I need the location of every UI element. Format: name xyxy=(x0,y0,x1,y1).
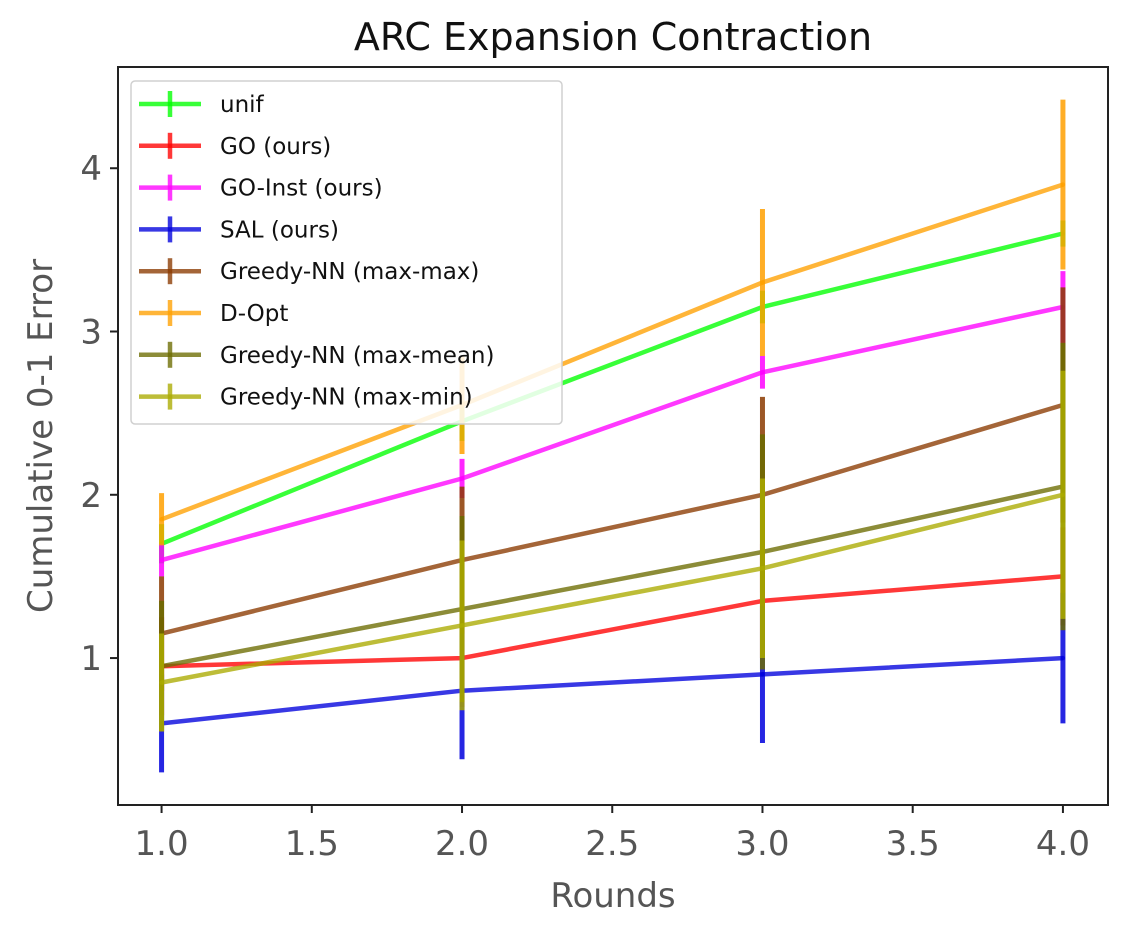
legend: unif GO (ours) GO-Inst (ours) SAL (ours) Gre… xyxy=(130,80,563,425)
legend-label: Greedy-NN (max-max) xyxy=(220,259,479,285)
chart-title: ARC Expansion Contraction xyxy=(354,15,872,59)
x-axis-label: Rounds xyxy=(550,876,675,916)
data-point xyxy=(1060,492,1066,497)
legend-entry: Greedy-NN (max-max) xyxy=(139,258,479,285)
data-point xyxy=(760,672,765,677)
data-point xyxy=(159,517,164,522)
series-line xyxy=(161,304,1064,563)
x-tick-label: 3.0 xyxy=(735,824,789,864)
data-point xyxy=(760,280,765,285)
x-tick-label: 2.5 xyxy=(585,824,639,864)
data-point xyxy=(459,623,465,628)
legend-label: unif xyxy=(220,92,265,118)
series-line xyxy=(160,182,1064,522)
legend-label: Greedy-NN (max-mean) xyxy=(220,343,494,369)
legend-entry: SAL (ours) xyxy=(139,216,339,243)
legend-label: Greedy-NN (max-min) xyxy=(220,385,473,411)
axis-ticks: 1.0 1.5 2.0 2.5 3.0 3.5 4.0 1 2 3 4 xyxy=(80,149,1090,864)
legend-label: D-Opt xyxy=(220,301,288,327)
legend-label: GO (ours) xyxy=(220,134,331,160)
legend-entry: Greedy-NN (max-min) xyxy=(139,383,473,411)
y-tick-label: 3 xyxy=(80,313,102,353)
series-line xyxy=(161,574,1064,669)
legend-label: GO-Inst (ours) xyxy=(220,176,383,202)
data-point xyxy=(159,557,164,563)
legend-label: SAL (ours) xyxy=(220,217,339,243)
legend-entry: GO (ours) xyxy=(139,132,331,160)
y-tick-label: 1 xyxy=(80,639,102,679)
legend-entry: D-Opt xyxy=(139,300,288,327)
x-tick-label: 1.0 xyxy=(135,824,189,864)
series-line xyxy=(161,402,1064,636)
series-line xyxy=(161,492,1064,685)
x-tick-label: 4.0 xyxy=(1036,824,1090,864)
y-tick-label: 2 xyxy=(80,476,102,516)
data-point xyxy=(1060,182,1066,187)
legend-entry: unif xyxy=(139,91,265,118)
data-point xyxy=(760,566,765,571)
series-line xyxy=(160,231,1064,546)
y-axis-label: Cumulative 0-1 Error xyxy=(21,259,61,613)
data-point xyxy=(1060,655,1066,661)
plot-area xyxy=(159,99,1066,773)
data-point xyxy=(760,370,765,375)
data-point xyxy=(459,476,465,481)
y-tick-label: 4 xyxy=(80,149,102,189)
series-line xyxy=(161,484,1064,669)
series-line xyxy=(161,655,1064,726)
x-tick-label: 2.0 xyxy=(435,824,489,864)
series-greedy-nn-max-min xyxy=(159,370,1066,732)
data-point xyxy=(159,680,164,685)
legend-box xyxy=(130,80,563,425)
x-tick-label: 1.5 xyxy=(285,824,339,864)
x-tick-label: 3.5 xyxy=(886,824,940,864)
legend-entry: Greedy-NN (max-mean) xyxy=(139,341,494,369)
legend-entry: GO-Inst (ours) xyxy=(139,174,383,202)
